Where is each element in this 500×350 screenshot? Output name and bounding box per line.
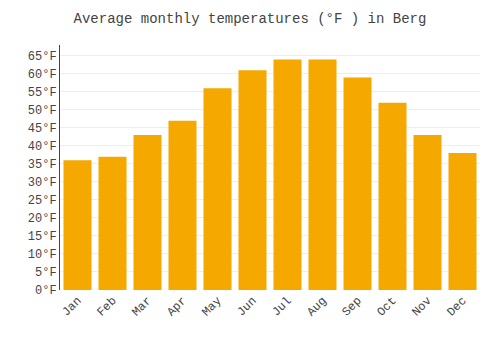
svg-text:Mar: Mar: [129, 294, 154, 319]
svg-text:May: May: [199, 294, 224, 319]
svg-text:30°F: 30°F: [28, 176, 57, 190]
svg-text:Dec: Dec: [444, 294, 469, 319]
svg-text:Jan: Jan: [59, 294, 84, 319]
svg-text:40°F: 40°F: [28, 140, 57, 154]
svg-text:55°F: 55°F: [28, 86, 57, 100]
svg-text:35°F: 35°F: [28, 158, 57, 172]
svg-text:5°F: 5°F: [35, 266, 57, 280]
svg-text:Oct: Oct: [374, 294, 399, 319]
svg-text:Sep: Sep: [339, 294, 364, 319]
svg-text:50°F: 50°F: [28, 104, 57, 118]
svg-text:Nov: Nov: [409, 294, 434, 319]
svg-text:15°F: 15°F: [28, 230, 57, 244]
svg-text:45°F: 45°F: [28, 122, 57, 136]
svg-text:Apr: Apr: [164, 294, 189, 319]
svg-text:20°F: 20°F: [28, 212, 57, 226]
svg-text:Average monthly temperatures (: Average monthly temperatures (°F ) in Be…: [74, 11, 427, 27]
svg-text:Jul: Jul: [269, 294, 294, 319]
svg-text:65°F: 65°F: [28, 50, 57, 64]
svg-text:25°F: 25°F: [28, 194, 57, 208]
svg-text:0°F: 0°F: [35, 284, 57, 298]
svg-text:10°F: 10°F: [28, 248, 57, 262]
svg-text:60°F: 60°F: [28, 68, 57, 82]
svg-text:Jun: Jun: [234, 294, 259, 319]
svg-text:Aug: Aug: [304, 294, 329, 319]
svg-text:Feb: Feb: [94, 294, 119, 319]
